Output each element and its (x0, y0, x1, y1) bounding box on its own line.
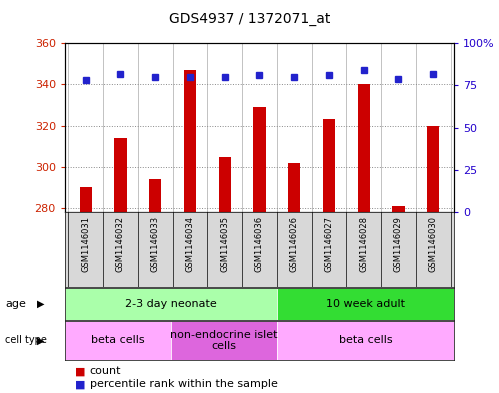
Bar (184, 70, 196, 212)
Text: 10 week adult: 10 week adult (326, 299, 405, 309)
Text: ▶: ▶ (37, 299, 45, 309)
Text: GSM1146028: GSM1146028 (359, 216, 368, 272)
Bar (288, 163, 300, 212)
Text: GSM1146029: GSM1146029 (394, 216, 403, 272)
Text: cell type: cell type (5, 335, 47, 345)
Text: ▶: ▶ (37, 335, 45, 345)
Bar (65, 288, 277, 320)
Text: GSM1146034: GSM1146034 (186, 216, 195, 272)
Bar (149, 179, 161, 212)
Text: GSM1146030: GSM1146030 (429, 216, 438, 272)
Text: percentile rank within the sample: percentile rank within the sample (90, 379, 278, 389)
Bar (171, 321, 277, 360)
Text: 2-3 day neonate: 2-3 day neonate (125, 299, 217, 309)
Text: GSM1146027: GSM1146027 (324, 216, 333, 272)
Bar (65, 321, 171, 360)
Text: GSM1146026: GSM1146026 (290, 216, 299, 272)
Text: beta cells: beta cells (91, 335, 145, 345)
Bar (323, 119, 335, 212)
Bar (358, 84, 370, 212)
Bar (253, 107, 265, 212)
Bar (114, 138, 127, 212)
Text: count: count (90, 366, 121, 376)
Bar (219, 156, 231, 212)
Bar (277, 321, 454, 360)
Text: GSM1146033: GSM1146033 (151, 216, 160, 272)
Text: non-endocrine islet
cells: non-endocrine islet cells (170, 330, 278, 351)
Bar (427, 126, 439, 212)
Text: GSM1146035: GSM1146035 (220, 216, 229, 272)
Bar (277, 288, 454, 320)
Text: GSM1146036: GSM1146036 (255, 216, 264, 272)
Bar (392, 206, 405, 212)
Text: GSM1146031: GSM1146031 (81, 216, 90, 272)
Text: ■: ■ (75, 379, 85, 389)
Text: ■: ■ (75, 366, 85, 376)
Text: beta cells: beta cells (339, 335, 392, 345)
Bar (80, 187, 92, 212)
Text: age: age (5, 299, 26, 309)
Text: GSM1146032: GSM1146032 (116, 216, 125, 272)
Text: GDS4937 / 1372071_at: GDS4937 / 1372071_at (169, 12, 330, 26)
